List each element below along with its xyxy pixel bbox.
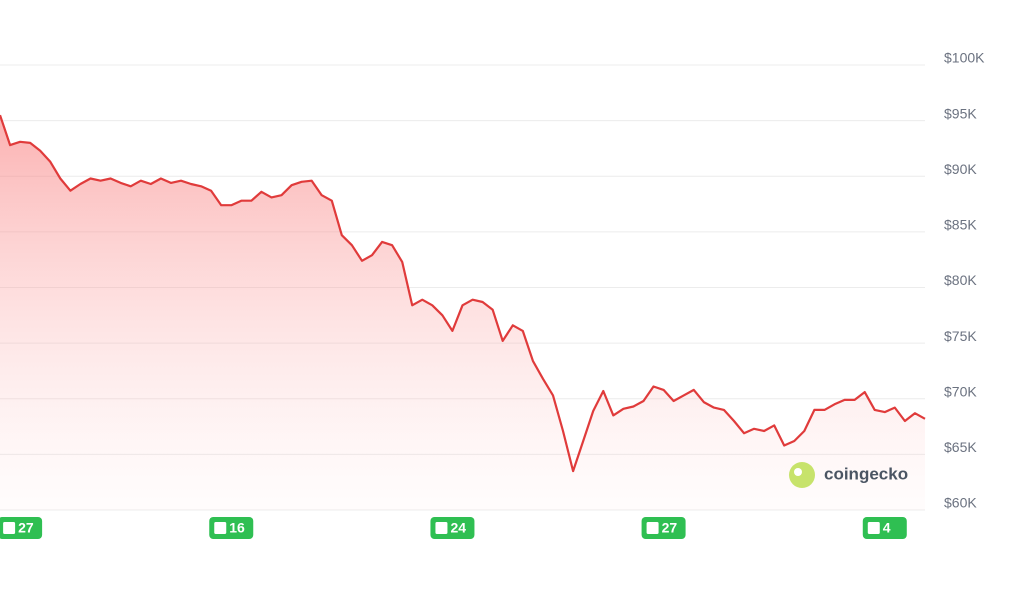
y-tick-label: $90K <box>944 161 977 177</box>
price-line <box>0 114 926 473</box>
badge-label: 27 <box>18 520 34 536</box>
event-badge[interactable]: 24 <box>430 517 475 539</box>
badge-icon <box>214 522 227 534</box>
y-tick-label: $100K <box>944 50 985 66</box>
y-tick-label: $60K <box>944 495 977 511</box>
event-badge[interactable]: 27 <box>0 517 43 539</box>
y-tick-label: $75K <box>944 328 977 344</box>
y-tick-label: $85K <box>944 217 977 233</box>
badge-label: 4 <box>883 520 891 536</box>
y-tick-label: $65K <box>944 439 977 455</box>
event-badge[interactable]: 27 <box>641 517 686 539</box>
area <box>0 115 925 510</box>
badge-label: 27 <box>662 520 678 536</box>
badge-label: 16 <box>229 520 245 536</box>
badge-icon <box>3 522 16 534</box>
y-tick-label: $70K <box>944 383 977 399</box>
badge-icon <box>435 522 448 534</box>
watermark: coingecko <box>789 462 908 488</box>
event-badge[interactable]: 16 <box>209 517 254 539</box>
badge-icon <box>867 522 880 534</box>
watermark-logo-eye <box>794 468 802 476</box>
badge-icon <box>646 522 659 534</box>
badge-label: 24 <box>450 520 466 536</box>
y-tick-label: $95K <box>944 105 977 121</box>
event-badge[interactable]: 4 <box>862 517 907 539</box>
y-tick-label: $80K <box>944 272 977 288</box>
watermark-text: coingecko <box>824 464 908 483</box>
watermark-logo <box>789 462 815 488</box>
